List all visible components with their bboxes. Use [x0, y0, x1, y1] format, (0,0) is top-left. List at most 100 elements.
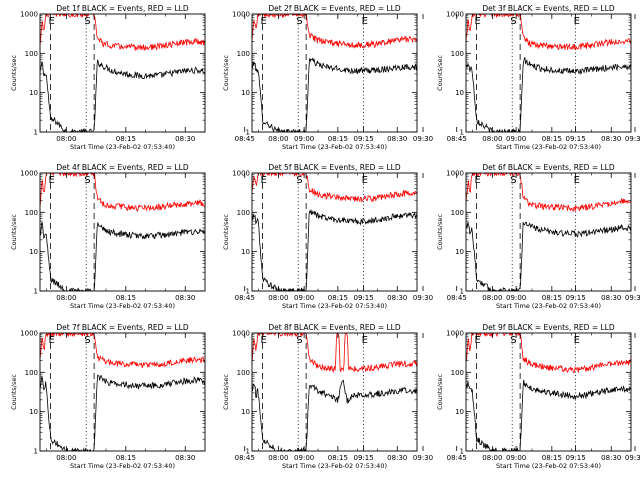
- series-lld: [252, 14, 417, 49]
- x-tick-label: 08:15: [116, 454, 136, 462]
- x-tick-label: 08:00: [268, 294, 288, 302]
- x-tick-label: 09:00: [294, 294, 314, 302]
- panel-title: Det 7f BLACK = Events, RED = LLD: [56, 323, 189, 332]
- panel-det-5: Det 5f BLACK = Events, RED = LLD11010010…: [222, 163, 640, 310]
- x-tick-label: 08:30: [601, 294, 621, 302]
- x-axis-label: Start Time (23-Feb-02 07:53:40): [496, 302, 601, 310]
- panel-det-7: Det 7f BLACK = Events, RED = LLD11010010…: [10, 323, 433, 470]
- y-tick-label: 1000: [20, 330, 38, 338]
- marker-s: S: [510, 335, 516, 346]
- y-axis-label: Counts/sec: [436, 374, 444, 410]
- y-tick-label: 10: [241, 89, 250, 97]
- plot-frame: [39, 172, 206, 292]
- x-tick-label: 08:15: [328, 135, 348, 143]
- x-tick-label: 09:00: [506, 454, 526, 462]
- plot-frame: [251, 172, 418, 292]
- plot-frame: [39, 13, 206, 133]
- y-tick-label: 100: [25, 369, 38, 377]
- x-tick-label: 09:30: [625, 135, 640, 143]
- panel-title: Det 1f BLACK = Events, RED = LLD: [56, 4, 189, 13]
- x-tick-label: 09:15: [565, 135, 585, 143]
- y-tick-label: 1: [246, 288, 250, 296]
- panel-title: Det 6f BLACK = Events, RED = LLD: [482, 163, 615, 172]
- x-tick-label: 08:45: [447, 135, 467, 143]
- marker-s: S: [84, 175, 90, 186]
- x-tick-label: 09:00: [294, 454, 314, 462]
- panel-title: Det 2f BLACK = Events, RED = LLD: [268, 4, 401, 13]
- series-events: [40, 374, 205, 451]
- plot-frame: [251, 332, 418, 452]
- x-axis-label: Start Time (23-Feb-02 07:53:40): [496, 143, 601, 151]
- x-tick-label: 08:45: [235, 135, 255, 143]
- x-tick-label: 08:00: [56, 294, 76, 302]
- y-tick-label: 1: [246, 129, 250, 137]
- panel-det-4: Det 4f BLACK = Events, RED = LLD11010010…: [10, 163, 433, 310]
- marker-e: E: [261, 335, 267, 346]
- marker-e: E: [574, 16, 580, 27]
- plot-frame: [465, 13, 632, 133]
- plot-frame: [39, 332, 206, 452]
- y-tick-label: 1: [34, 288, 38, 296]
- series-lld: [40, 333, 205, 368]
- x-tick-label: 09:15: [353, 294, 373, 302]
- series-events: [252, 209, 417, 291]
- x-tick-label: 09:15: [565, 454, 585, 462]
- panel-title: Det 4f BLACK = Events, RED = LLD: [56, 163, 189, 172]
- series-events: [40, 222, 205, 291]
- x-tick-label: 08:15: [542, 294, 562, 302]
- y-tick-label: 10: [455, 408, 464, 416]
- y-axis-label: Counts/sec: [436, 55, 444, 91]
- marker-e: E: [475, 175, 481, 186]
- x-axis-label: Start Time (23-Feb-02 07:53:40): [282, 302, 387, 310]
- x-tick-label: 09:15: [353, 135, 373, 143]
- series-events: [252, 57, 417, 132]
- x-tick-label: 09:00: [506, 135, 526, 143]
- y-tick-label: 1000: [20, 170, 38, 178]
- x-tick-label: 09:15: [353, 454, 373, 462]
- series-lld: [252, 173, 417, 203]
- y-tick-label: 100: [237, 369, 250, 377]
- x-axis-label: Start Time (23-Feb-02 07:53:40): [70, 462, 175, 470]
- x-tick-label: 08:00: [268, 135, 288, 143]
- y-tick-label: 1000: [232, 170, 250, 178]
- panel-det-9: Det 9f BLACK = Events, RED = LLD 1 10 100 10…: [436, 323, 632, 470]
- x-tick-label: 08:15: [116, 135, 136, 143]
- y-axis-label: Counts/sec: [222, 214, 230, 250]
- series-events: [466, 379, 631, 451]
- panel-det-6: Det 6f BLACK = Events, RED = LLD 1 10 100 10…: [436, 163, 632, 310]
- y-tick-label: 1000: [20, 11, 38, 19]
- y-axis-label: Counts/sec: [436, 214, 444, 250]
- x-tick-label: 08:00: [482, 135, 502, 143]
- y-tick-label: 100: [451, 50, 464, 58]
- marker-e: E: [49, 335, 55, 346]
- marker-e: E: [49, 175, 55, 186]
- panel-title: Det 9f BLACK = Events, RED = LLD: [482, 323, 615, 332]
- x-tick-label: 09:30: [625, 294, 640, 302]
- x-tick-label: 08:30: [387, 294, 407, 302]
- x-tick-label: 08:00: [482, 454, 502, 462]
- y-tick-label: 1: [460, 288, 464, 296]
- x-axis-label: Start Time (23-Feb-02 07:53:40): [70, 143, 175, 151]
- panel-det-2: Det 2f BLACK = Events, RED = LLD 1 10 100 10…: [222, 4, 640, 151]
- marker-e: E: [475, 16, 481, 27]
- y-tick-label: 1: [246, 448, 250, 456]
- x-tick-label: 08:00: [482, 294, 502, 302]
- x-tick-label: 08:15: [328, 294, 348, 302]
- x-tick-label: 09:30: [413, 135, 433, 143]
- y-tick-label: 1: [34, 448, 38, 456]
- marker-s: S: [296, 335, 302, 346]
- y-tick-label: 10: [455, 89, 464, 97]
- plot-frame: [465, 172, 632, 292]
- marker-s: S: [84, 16, 90, 27]
- x-tick-label: 09:00: [294, 135, 314, 143]
- marker-s: S: [296, 175, 302, 186]
- series-events: [466, 57, 631, 132]
- y-tick-label: 10: [29, 408, 38, 416]
- y-tick-label: 10: [455, 248, 464, 256]
- y-tick-label: 1: [460, 448, 464, 456]
- x-axis-label: Start Time (23-Feb-02 07:53:40): [282, 143, 387, 151]
- y-tick-label: 1000: [232, 11, 250, 19]
- x-tick-label: 08:30: [601, 135, 621, 143]
- y-axis-label: Counts/sec: [222, 55, 230, 91]
- marker-e: E: [475, 335, 481, 346]
